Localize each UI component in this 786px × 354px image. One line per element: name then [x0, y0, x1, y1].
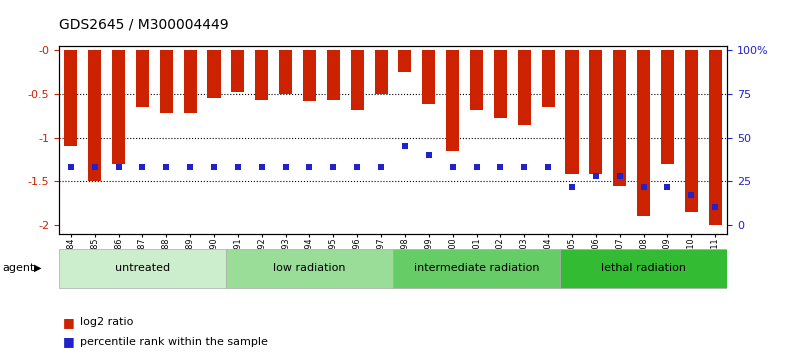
Bar — [661, 50, 674, 164]
Bar — [518, 50, 531, 125]
Text: intermediate radiation: intermediate radiation — [413, 263, 539, 273]
Text: percentile rank within the sample: percentile rank within the sample — [80, 337, 268, 347]
Bar — [327, 50, 340, 100]
Bar — [708, 50, 722, 225]
Text: lethal radiation: lethal radiation — [601, 263, 686, 273]
Bar — [470, 50, 483, 110]
Bar — [685, 50, 698, 212]
Bar — [560, 249, 727, 288]
Bar — [542, 50, 555, 107]
Text: log2 ratio: log2 ratio — [80, 317, 134, 327]
Bar — [494, 50, 507, 119]
Bar — [136, 50, 149, 107]
Bar — [160, 50, 173, 113]
Bar — [226, 249, 393, 288]
Bar — [590, 50, 602, 174]
Bar — [112, 50, 125, 164]
Bar — [565, 50, 578, 174]
Text: ■: ■ — [63, 335, 75, 348]
Bar — [88, 50, 101, 181]
Bar — [613, 50, 626, 185]
Bar — [446, 50, 459, 151]
Bar — [422, 50, 435, 104]
Text: ■: ■ — [63, 316, 75, 329]
Bar — [374, 50, 387, 94]
Bar — [59, 249, 226, 288]
Bar — [184, 50, 196, 113]
Bar — [279, 50, 292, 94]
Bar — [393, 249, 560, 288]
Text: ▶: ▶ — [34, 263, 42, 273]
Text: GDS2645 / M300004449: GDS2645 / M300004449 — [59, 18, 229, 32]
Bar — [231, 50, 244, 92]
Bar — [351, 50, 364, 110]
Text: agent: agent — [2, 263, 35, 273]
Text: low radiation: low radiation — [274, 263, 346, 273]
Bar — [399, 50, 412, 72]
Text: untreated: untreated — [115, 263, 170, 273]
Bar — [255, 50, 268, 100]
Bar — [208, 50, 221, 98]
Bar — [637, 50, 650, 216]
Bar — [64, 50, 78, 146]
Bar — [303, 50, 316, 101]
